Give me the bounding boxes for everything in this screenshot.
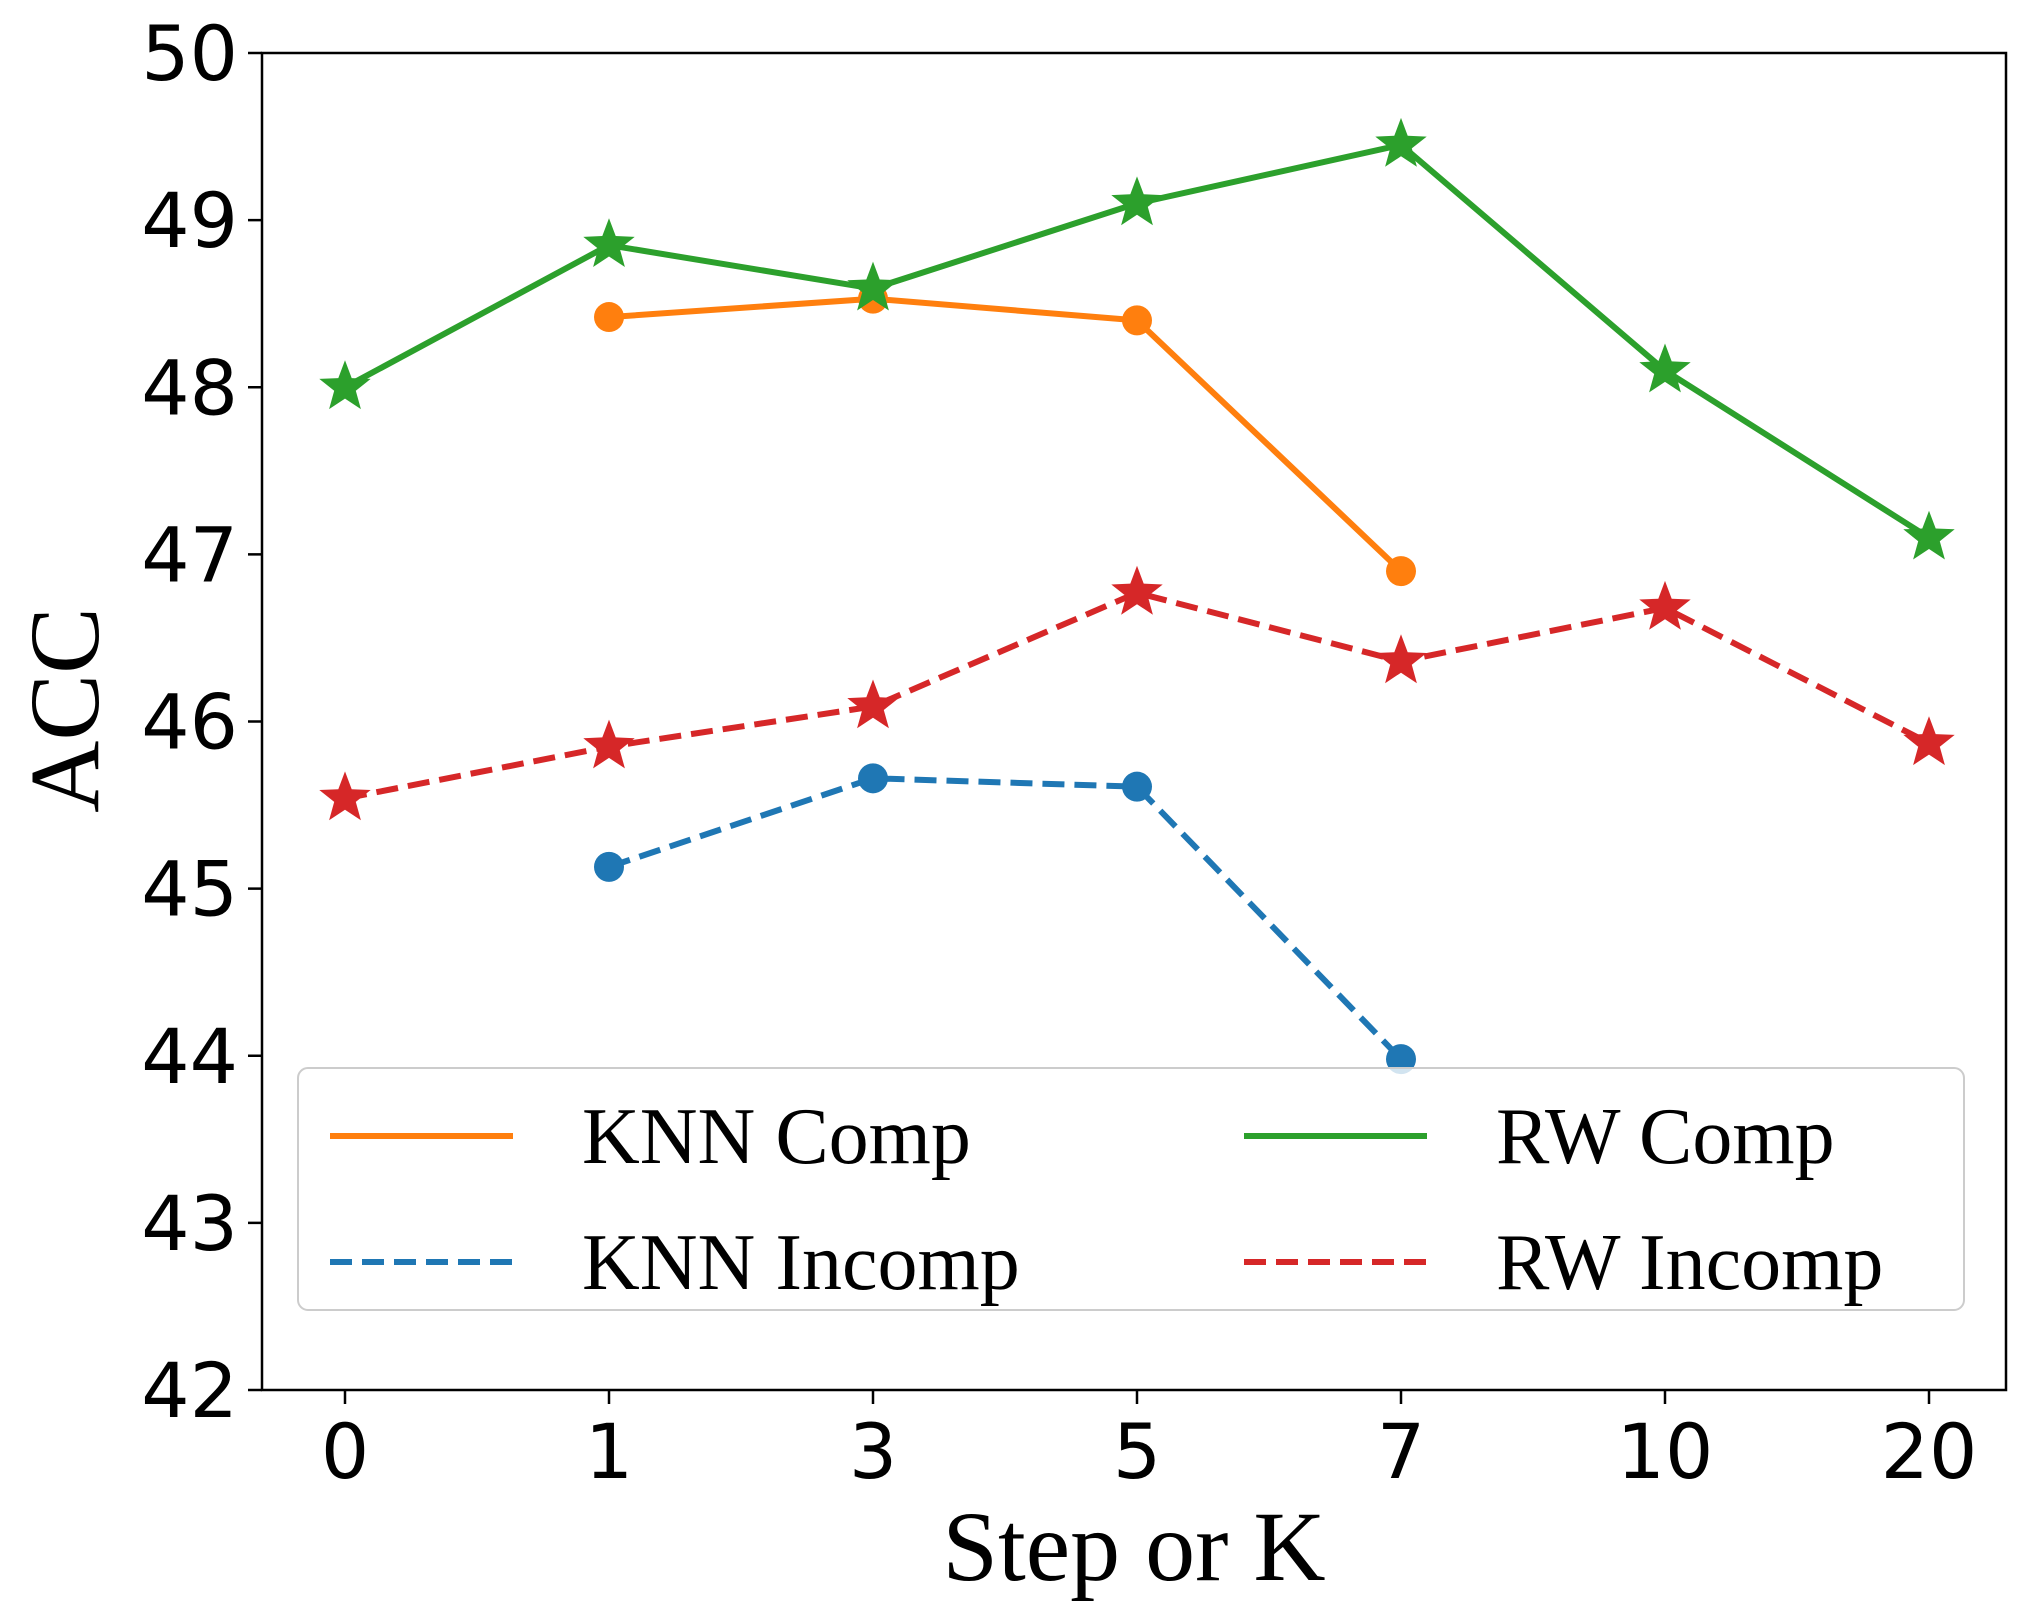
data-point-rw-comp	[1639, 343, 1691, 393]
series-rw-comp	[319, 117, 1955, 560]
legend-box	[297, 1067, 1965, 1311]
data-point-rw-incomp	[1111, 565, 1163, 615]
y-tick-label: 47	[141, 510, 238, 599]
data-point-rw-incomp	[1639, 580, 1691, 630]
series-rw-incomp	[319, 565, 1955, 821]
data-point-rw-comp	[1375, 117, 1427, 167]
data-point-rw-incomp	[583, 719, 635, 769]
legend-label-rw-comp: RW Comp	[1496, 1093, 1835, 1181]
legend-label-knn-incomp: KNN Incomp	[582, 1219, 1020, 1307]
data-point-rw-incomp	[1375, 634, 1427, 684]
data-point-knn-incomp	[594, 851, 624, 882]
x-tick-label: 3	[849, 1407, 897, 1496]
y-tick-label: 44	[141, 1012, 238, 1101]
series-knn-comp	[594, 283, 1416, 587]
y-tick-label: 49	[141, 176, 238, 265]
x-tick-label: 10	[1617, 1407, 1714, 1496]
series-layer	[319, 117, 1955, 1075]
y-tick-label: 42	[141, 1346, 238, 1435]
data-point-rw-comp	[847, 261, 899, 311]
y-tick-label: 50	[141, 9, 238, 98]
series-knn-incomp	[594, 763, 1416, 1075]
y-tick-label: 48	[141, 343, 238, 432]
data-point-rw-incomp	[847, 679, 899, 729]
data-point-rw-comp	[319, 360, 371, 410]
y-tick-label: 45	[141, 845, 238, 934]
data-point-knn-incomp	[858, 763, 888, 794]
data-point-knn-comp	[1122, 305, 1152, 336]
legend-label-knn-comp: KNN Comp	[582, 1093, 971, 1181]
data-point-rw-incomp	[319, 771, 371, 821]
x-tick-label: 0	[321, 1407, 369, 1496]
data-point-rw-comp	[583, 218, 635, 267]
data-point-knn-incomp	[1386, 1044, 1416, 1075]
x-tick-label: 1	[585, 1407, 633, 1496]
data-point-rw-comp	[1903, 510, 1955, 560]
y-axis-ticks: 42 43 44 45 46 47 48 49 50	[141, 9, 262, 1435]
data-point-knn-incomp	[1122, 771, 1152, 802]
x-tick-label: 5	[1113, 1407, 1161, 1496]
y-axis-title: ACC	[9, 607, 120, 813]
series-line-knn-comp	[608, 295, 1404, 574]
x-axis-ticks: 0 1 3 5 7 10 20	[321, 1390, 1978, 1496]
data-point-rw-incomp	[1903, 716, 1955, 766]
data-point-knn-comp	[1386, 556, 1416, 587]
x-tick-label: 20	[1881, 1407, 1978, 1496]
y-tick-label: 43	[141, 1179, 238, 1268]
x-axis-title: Step or K	[942, 1491, 1325, 1602]
data-point-knn-comp	[594, 302, 624, 333]
x-tick-label: 7	[1377, 1407, 1425, 1496]
series-line-knn-incomp	[608, 775, 1404, 1062]
y-tick-label: 46	[141, 678, 238, 767]
legend: KNN Comp KNN Incomp RW Comp RW Incomp	[297, 1067, 1965, 1311]
legend-label-rw-incomp: RW Incomp	[1496, 1219, 1883, 1307]
data-point-rw-comp	[1111, 176, 1163, 226]
